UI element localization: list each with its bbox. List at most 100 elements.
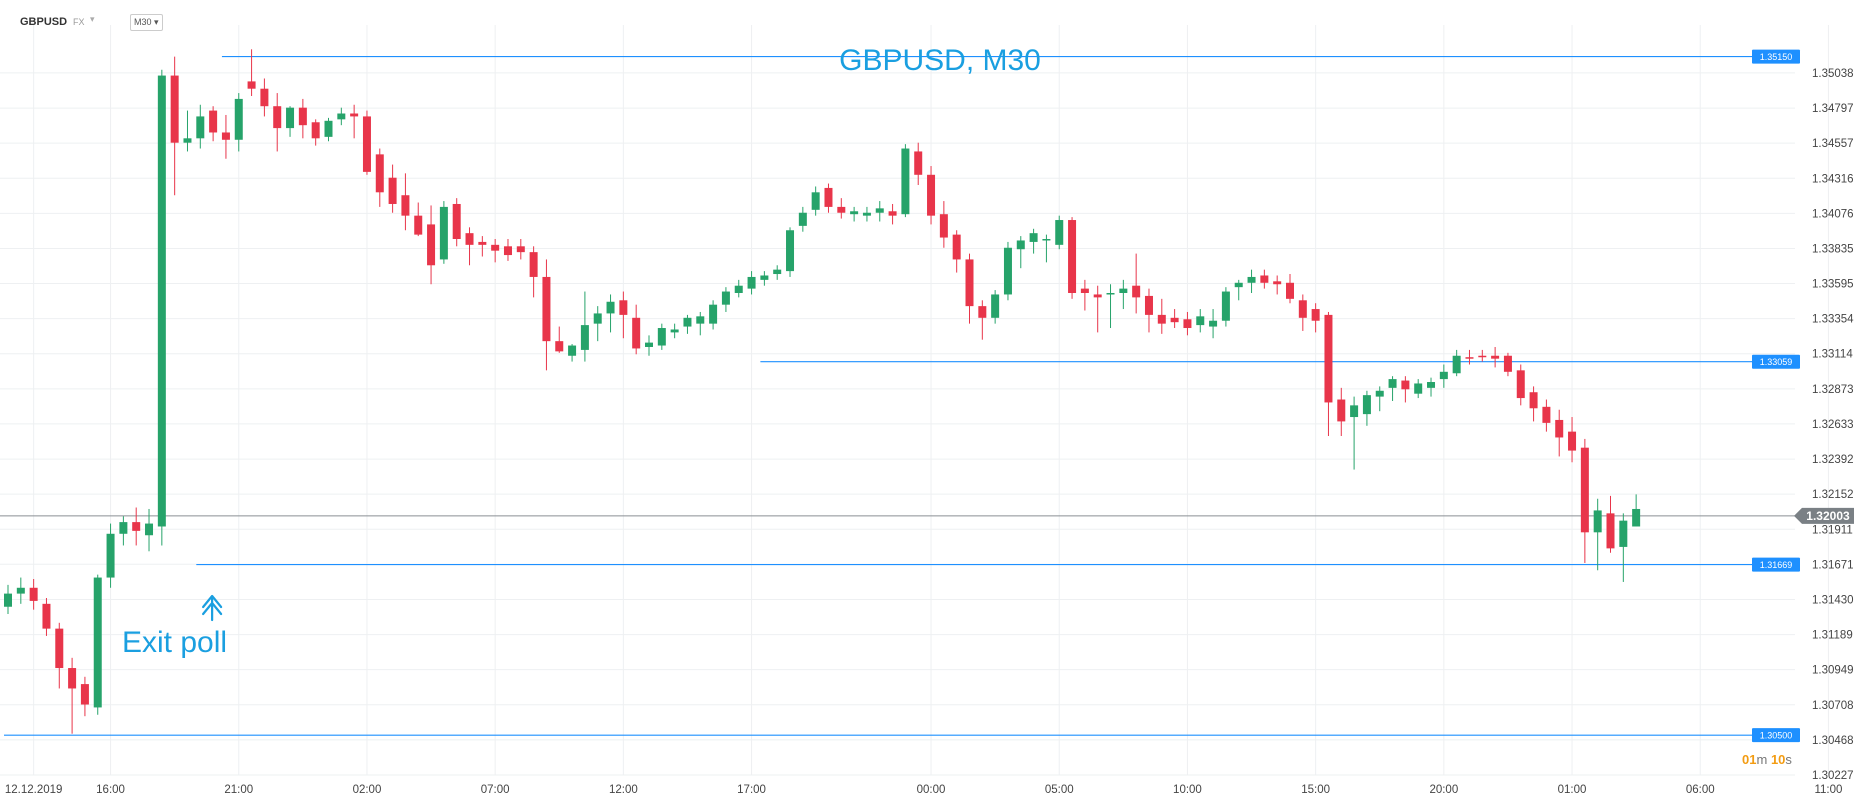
candle-body	[452, 203, 461, 240]
annotation-label: Exit poll	[122, 626, 227, 659]
candle-body	[593, 313, 602, 324]
candle-body	[1003, 247, 1012, 295]
candle-body	[1478, 355, 1487, 358]
candles	[4, 49, 1641, 734]
candle-body	[1106, 292, 1115, 295]
candle-body	[16, 587, 25, 594]
candle-body	[1260, 275, 1269, 283]
candle-body	[683, 317, 692, 327]
candle-body	[4, 593, 12, 607]
candle-body	[1093, 294, 1102, 298]
up-arrow-path	[202, 594, 223, 622]
candle-body	[1324, 314, 1333, 403]
candle-body	[721, 291, 730, 305]
candle-body	[1427, 382, 1436, 388]
candle-body	[503, 246, 512, 256]
candle-body	[298, 107, 307, 126]
y-tick-label: 1.31430	[1812, 594, 1854, 606]
candle-body	[1080, 288, 1089, 293]
candle-body	[1439, 371, 1448, 380]
candle-body	[1401, 380, 1410, 390]
candle-body	[1568, 431, 1577, 451]
candle-body	[157, 75, 166, 527]
candle-body	[1619, 520, 1628, 547]
candle-body	[1119, 288, 1128, 293]
candle-body	[1247, 276, 1256, 283]
annotation-layer: GBPUSD, M30 Exit poll	[122, 44, 1041, 659]
candle-body	[555, 341, 564, 352]
candle-body	[286, 107, 295, 129]
timeframe-select[interactable]: M30 ▾	[130, 14, 163, 31]
y-tick-label: 1.34557	[1812, 138, 1854, 150]
candle-body	[914, 151, 923, 175]
candle-body	[337, 113, 346, 120]
candle-body	[375, 154, 384, 193]
candle-body	[93, 577, 102, 708]
candle-body	[670, 329, 679, 333]
candle-body	[183, 138, 192, 143]
x-tick-label: 20:00	[1429, 784, 1458, 796]
candle-body	[1068, 220, 1077, 293]
grid	[0, 25, 1829, 776]
chevron-down-icon[interactable]: ▾	[90, 14, 95, 24]
candle-body	[1606, 513, 1615, 549]
candle-body	[1593, 510, 1602, 533]
y-tick-label: 1.32873	[1812, 384, 1854, 396]
candle-body	[580, 325, 589, 350]
candle-countdown: 01m 10s	[1742, 752, 1792, 767]
candle-body	[862, 212, 871, 216]
y-tick-label: 1.34316	[1812, 173, 1854, 185]
x-tick-label: 02:00	[353, 784, 382, 796]
candle-body	[632, 317, 641, 349]
candle-body	[1183, 319, 1192, 329]
candle-body	[1503, 355, 1512, 372]
timeframe-value: M30	[134, 17, 152, 27]
time-axis: 12.12.2019 16:00 21:00 02:00 07:00 12:00 17:00…	[5, 784, 1843, 796]
candle-body	[1144, 295, 1153, 315]
y-tick-label: 1.34076	[1812, 208, 1854, 220]
level-label: 1.35150	[1760, 52, 1793, 62]
candle-body	[132, 522, 141, 531]
candle-body	[1170, 317, 1179, 323]
x-tick-label: 11:00	[1814, 784, 1842, 796]
candle-body	[657, 328, 666, 346]
candle-body	[1029, 233, 1038, 242]
candle-body	[901, 148, 910, 215]
candle-body	[1157, 314, 1166, 324]
candle-body	[606, 301, 615, 314]
y-tick-label: 1.31671	[1812, 559, 1854, 571]
countdown-minutes-unit: m	[1756, 752, 1768, 767]
candle-body	[516, 246, 525, 253]
y-tick-label: 1.30949	[1812, 665, 1854, 677]
y-tick-label: 1.30468	[1812, 735, 1854, 747]
candle-body	[888, 211, 897, 216]
candle-body	[29, 587, 38, 601]
candle-body	[811, 192, 820, 210]
candle-body	[1311, 309, 1320, 321]
candle-body	[927, 174, 936, 216]
candle-body	[209, 110, 218, 133]
y-tick-label: 1.33114	[1812, 349, 1853, 361]
candle-body	[1516, 370, 1525, 399]
level-label: 1.31669	[1760, 560, 1793, 570]
symbol-label[interactable]: GBPUSD	[20, 16, 68, 28]
candle-body	[106, 533, 115, 578]
candle-body	[619, 300, 628, 315]
level-label-bg	[1752, 557, 1800, 572]
candle-body	[350, 113, 359, 117]
candle-body	[80, 684, 89, 705]
candle-body	[696, 316, 705, 324]
candle-body	[1016, 240, 1025, 250]
x-tick-label: 17:00	[737, 784, 766, 796]
candle-body	[119, 522, 128, 534]
current-price-tag	[1794, 507, 1854, 524]
level-label: 1.30500	[1760, 731, 1793, 741]
y-tick-label: 1.32633	[1812, 419, 1854, 431]
candle-body	[362, 116, 371, 172]
market-label: FX	[73, 17, 85, 27]
chart-title: GBPUSD, M30	[839, 44, 1041, 77]
candle-body	[1414, 383, 1423, 394]
candle-body	[1542, 406, 1551, 423]
